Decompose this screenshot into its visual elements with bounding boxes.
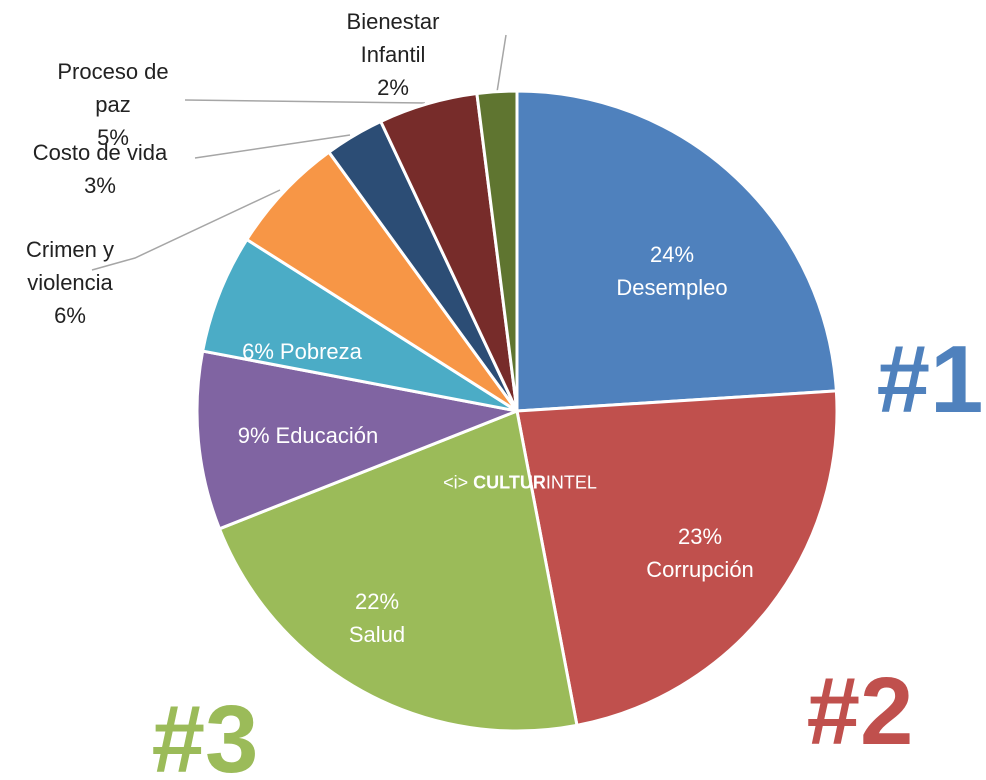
value-label: 2% [377,75,409,100]
value-label: 5% [97,125,129,150]
watermark-bold: CULTUR [473,472,546,493]
category-label: Crimen y violencia [25,237,114,295]
data-label: 24% Desempleo [572,238,772,304]
pie-slice [475,89,519,412]
category-label: Costo de vida [32,140,168,165]
category-label: Desempleo [616,275,728,300]
pie-slice [195,349,523,531]
value-label: 3% [84,173,116,198]
category-label: Salud [348,622,406,647]
value-label: 9% [237,423,270,448]
data-label: 3% Costo de vida [25,136,175,202]
value-label: 23% [677,524,723,549]
pie-slice [200,237,518,413]
category-label: Pobreza [279,339,362,364]
annotation: #1 [876,326,984,433]
leader-lines [91,34,507,271]
leader-line [184,99,426,104]
annotation: #2 [806,658,914,765]
value-label: 24% [649,242,695,267]
data-label: 6% Crimen y violencia [0,233,145,332]
category-label: Bienestar Infantil [346,9,440,67]
leader-line [91,189,281,271]
annotation: #3 [151,686,259,780]
watermark-light: INTEL [545,472,597,493]
data-label: 6% Pobreza [172,335,432,368]
category-label: Educación [275,423,379,448]
data-label: 22% Salud [277,585,477,651]
pie [195,89,839,733]
leader-line [496,34,507,93]
pie-slice [217,408,579,733]
data-label: 2% Bienestar Infantil [318,5,468,104]
pie-slice [515,389,839,728]
data-label: 9% Educación [178,419,438,452]
category-label: Proceso de paz [57,59,169,117]
category-label: Corrupción [646,557,754,582]
pie-slice [515,89,838,413]
data-label: 23% Corrupción [600,520,800,586]
value-label: 6% [242,339,274,364]
leader-line [194,134,351,159]
value-label: 6% [54,303,86,328]
pie-slice [244,150,519,413]
value-label: 22% [354,589,400,614]
watermark: <i> CULTURINTEL [443,472,597,493]
data-label: 5% Proceso de paz [38,55,188,154]
